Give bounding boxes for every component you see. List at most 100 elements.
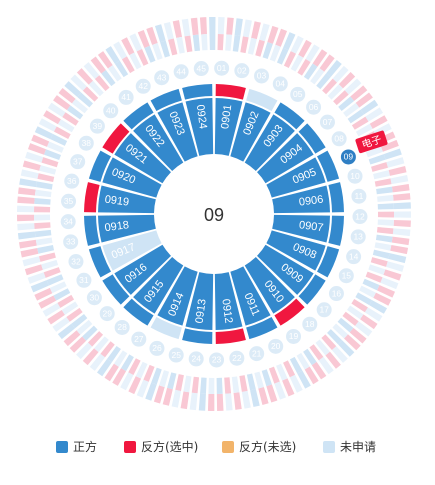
outer-number-badge[interactable] bbox=[131, 331, 147, 347]
inner-cell[interactable] bbox=[272, 214, 330, 243]
outer-number-badge[interactable] bbox=[63, 234, 79, 250]
inner-cell[interactable] bbox=[98, 214, 156, 243]
inner-cell[interactable] bbox=[98, 185, 156, 214]
thin-ring-segment[interactable] bbox=[298, 123, 326, 154]
inner-cell[interactable] bbox=[230, 102, 271, 162]
inner-cell[interactable] bbox=[214, 272, 243, 330]
inner-cell[interactable] bbox=[114, 244, 171, 295]
legend-item-fan-unselected[interactable]: 反方(未选) bbox=[222, 438, 296, 455]
thin-ring-segment[interactable] bbox=[123, 102, 154, 130]
outer-number-badge[interactable] bbox=[290, 86, 306, 102]
selected-tag-box[interactable] bbox=[355, 130, 388, 154]
outer-number-badge[interactable] bbox=[173, 64, 189, 80]
thin-ring-segment[interactable] bbox=[102, 123, 130, 154]
inner-cell[interactable] bbox=[133, 114, 184, 171]
inner-cell[interactable] bbox=[272, 185, 330, 214]
outer-number-badge[interactable] bbox=[188, 351, 204, 367]
thin-ring-segment[interactable] bbox=[123, 298, 154, 326]
legend-item-zheng[interactable]: 正方 bbox=[56, 438, 97, 455]
thin-ring-segment[interactable] bbox=[88, 150, 111, 182]
outer-number-badge[interactable] bbox=[328, 286, 344, 302]
outer-number-badge[interactable] bbox=[64, 173, 80, 189]
outer-number-badge[interactable] bbox=[350, 229, 366, 245]
outer-number-badge[interactable] bbox=[61, 193, 77, 209]
thin-ring-segment[interactable] bbox=[150, 88, 182, 111]
thin-ring-segment[interactable] bbox=[317, 150, 340, 182]
thin-ring-segment[interactable] bbox=[84, 215, 100, 246]
outer-number-badge[interactable] bbox=[103, 103, 119, 119]
outer-number-badge[interactable] bbox=[168, 347, 184, 363]
outer-number-badge[interactable] bbox=[149, 340, 165, 356]
inner-cell[interactable] bbox=[266, 157, 326, 198]
thin-ring-segment[interactable] bbox=[215, 84, 246, 100]
inner-cell[interactable] bbox=[157, 266, 198, 326]
outer-number-badge[interactable] bbox=[68, 254, 84, 270]
outer-number-badge[interactable] bbox=[338, 268, 354, 284]
outer-number-badge[interactable] bbox=[351, 188, 367, 204]
outer-number-badge[interactable] bbox=[234, 63, 250, 79]
outer-number-badge[interactable] bbox=[229, 350, 245, 366]
legend-item-fan-selected[interactable]: 反方(选中) bbox=[124, 438, 198, 455]
outer-number-badge[interactable] bbox=[89, 118, 105, 134]
thin-ring-segment[interactable] bbox=[215, 328, 246, 344]
inner-cell[interactable] bbox=[257, 244, 314, 295]
outer-number-badge[interactable] bbox=[118, 89, 134, 105]
inner-cell[interactable] bbox=[257, 133, 314, 184]
outer-number-badge[interactable] bbox=[154, 70, 170, 86]
outer-number-badge[interactable] bbox=[302, 316, 318, 332]
inner-cell[interactable] bbox=[266, 230, 326, 271]
outer-number-badge[interactable] bbox=[316, 302, 332, 318]
thin-ring-segment[interactable] bbox=[182, 84, 213, 100]
inner-cell[interactable] bbox=[214, 98, 243, 156]
thin-ring-segment[interactable] bbox=[246, 88, 278, 111]
outer-number-badge[interactable] bbox=[340, 149, 356, 165]
thin-ring-segment[interactable] bbox=[102, 274, 130, 305]
thin-ring-segment[interactable] bbox=[298, 274, 326, 305]
inner-cell[interactable] bbox=[114, 133, 171, 184]
outer-number-badge[interactable] bbox=[272, 76, 288, 92]
outer-number-badge[interactable] bbox=[268, 338, 284, 354]
thin-ring-segment[interactable] bbox=[328, 215, 344, 246]
thin-ring-segment[interactable] bbox=[274, 102, 305, 130]
outer-number-badge[interactable] bbox=[249, 346, 265, 362]
inner-cell[interactable] bbox=[102, 230, 162, 271]
outer-number-badge[interactable] bbox=[135, 78, 151, 94]
thin-ring-segment[interactable] bbox=[328, 182, 344, 213]
outer-number-badge[interactable] bbox=[306, 99, 322, 115]
thin-ring-segment[interactable] bbox=[182, 328, 213, 344]
legend-item-unapplied[interactable]: 未申请 bbox=[323, 438, 376, 455]
outer-number-badge[interactable] bbox=[346, 249, 362, 265]
thin-ring-segment[interactable] bbox=[246, 317, 278, 340]
inner-cell[interactable] bbox=[244, 257, 295, 314]
thin-ring-segment[interactable] bbox=[317, 246, 340, 278]
outer-number-badge[interactable] bbox=[331, 131, 347, 147]
outer-number-badge[interactable] bbox=[60, 214, 76, 230]
thin-ring-segment[interactable] bbox=[274, 298, 305, 326]
outer-number-badge[interactable] bbox=[70, 154, 86, 170]
outer-number-badge[interactable] bbox=[78, 135, 94, 151]
outer-number-badge[interactable] bbox=[347, 168, 363, 184]
inner-cell[interactable] bbox=[102, 157, 162, 198]
outer-number-badge[interactable] bbox=[352, 209, 368, 225]
outer-number-badge[interactable] bbox=[114, 319, 130, 335]
thin-ring-segment[interactable] bbox=[84, 182, 100, 213]
outer-number-badge[interactable] bbox=[319, 114, 335, 130]
thin-ring-segment[interactable] bbox=[150, 317, 182, 340]
outer-number-badge[interactable] bbox=[286, 328, 302, 344]
outer-number-badge[interactable] bbox=[99, 306, 115, 322]
selected-tag[interactable]: 电子 bbox=[355, 130, 388, 154]
outer-number-badge[interactable] bbox=[76, 272, 92, 288]
inner-cell[interactable] bbox=[133, 257, 184, 314]
outer-number-badge[interactable] bbox=[193, 61, 209, 77]
inner-cell[interactable] bbox=[244, 114, 295, 171]
outer-number-badge[interactable] bbox=[214, 60, 230, 76]
inner-cell[interactable] bbox=[185, 98, 214, 156]
thin-ring-segment[interactable] bbox=[88, 246, 111, 278]
outer-number-badge[interactable] bbox=[209, 352, 225, 368]
inner-cell[interactable] bbox=[185, 272, 214, 330]
inner-cell[interactable] bbox=[230, 266, 271, 326]
outer-number-badge[interactable] bbox=[254, 68, 270, 84]
legend-swatch bbox=[222, 440, 234, 453]
inner-cell[interactable] bbox=[157, 102, 198, 162]
outer-number-badge[interactable] bbox=[86, 290, 102, 306]
